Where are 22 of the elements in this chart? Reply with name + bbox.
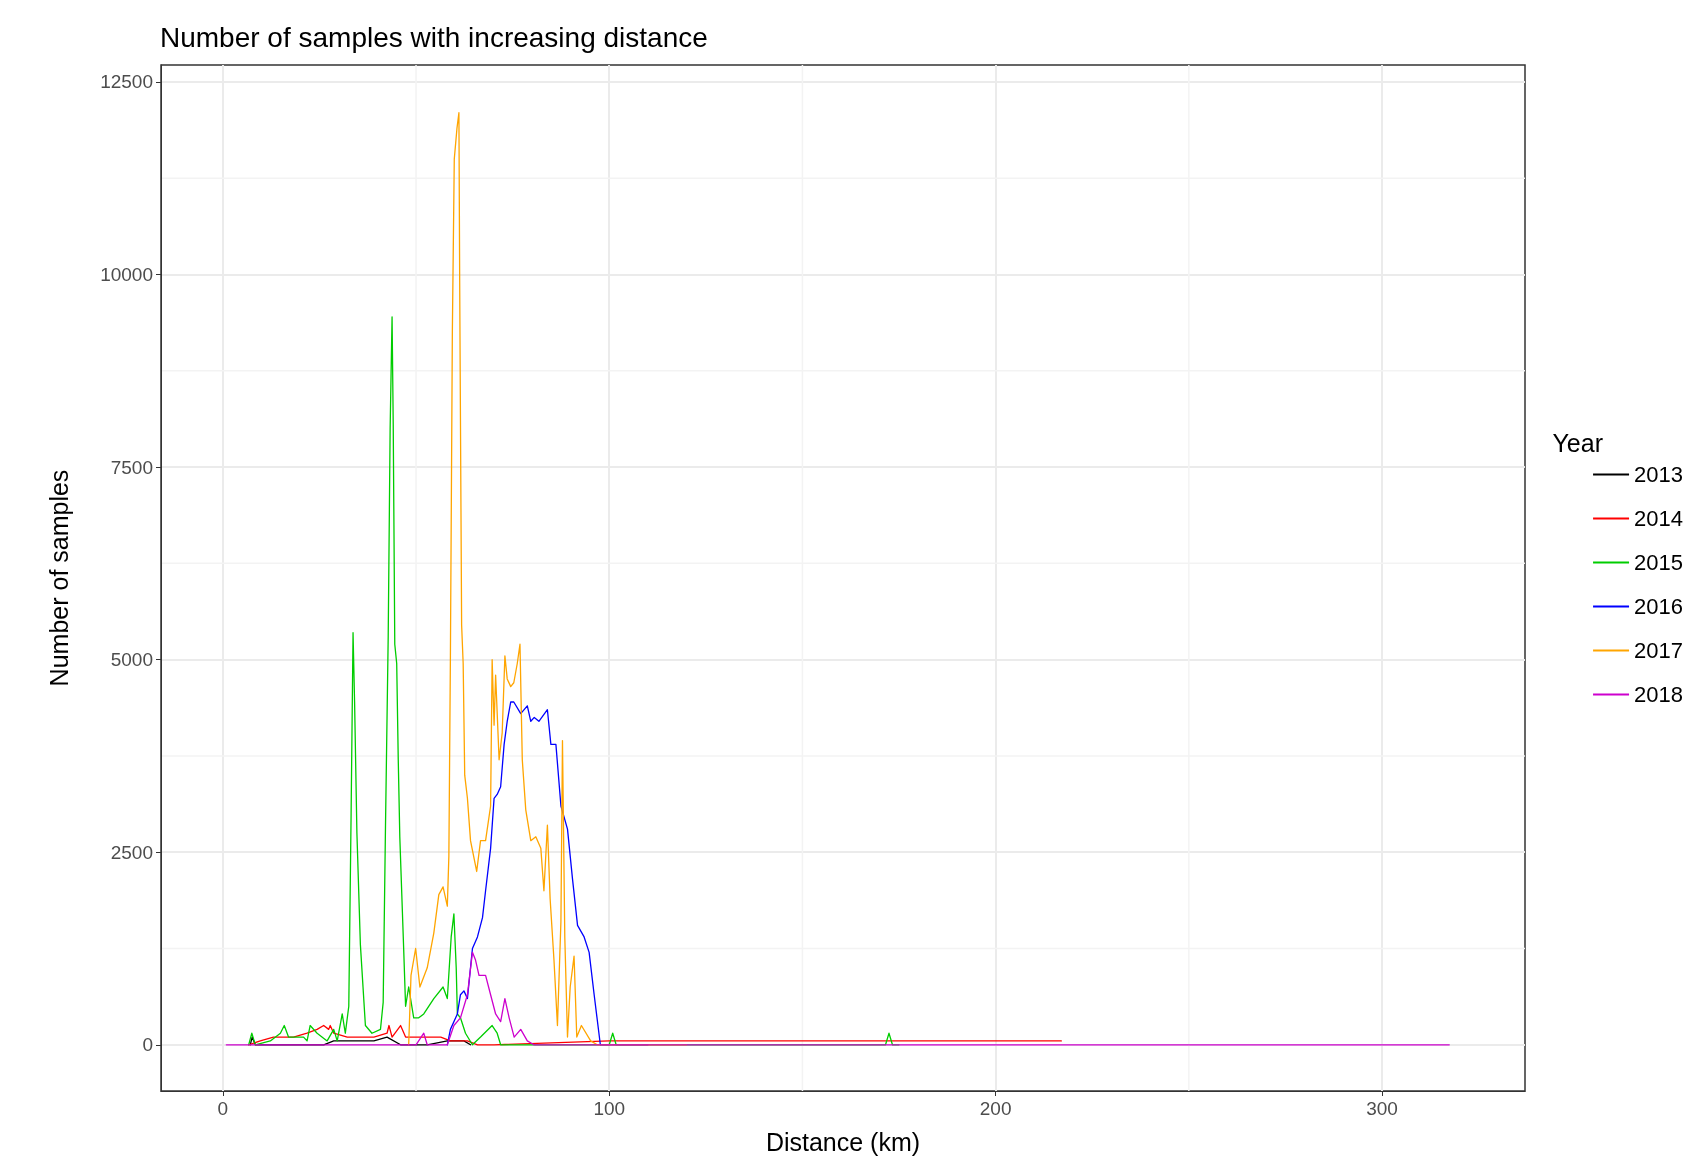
x-tick-label: 300: [1366, 1098, 1398, 1119]
line-series: [248, 1024, 1062, 1046]
chart-title: Number of samples with increasing distance: [160, 21, 708, 53]
legend-label: 2018: [1634, 682, 1684, 707]
legend-label: 2016: [1634, 594, 1684, 619]
x-tick-label: 100: [593, 1098, 626, 1119]
x-tick-label: 0: [217, 1098, 229, 1119]
legend-label: 2014: [1634, 506, 1684, 531]
y-axis-title: Number of samples: [44, 469, 73, 687]
y-tick-label: 12500: [100, 71, 153, 93]
y-tick-label: 0: [142, 1034, 153, 1056]
y-tick-label: 5000: [110, 649, 153, 671]
legend-title: Year: [1552, 428, 1603, 457]
line-series: [225, 951, 1450, 1046]
y-tick-label: 7500: [110, 456, 153, 478]
y-tick-label: 10000: [100, 264, 153, 286]
x-tick-label: 200: [979, 1098, 1012, 1119]
legend-label: 2013: [1634, 462, 1684, 487]
legend-label: 2017: [1634, 638, 1684, 663]
legend-label: 2015: [1634, 550, 1684, 575]
x-axis-title: Distance (km): [765, 1127, 921, 1156]
y-tick-label: 2500: [110, 841, 153, 863]
